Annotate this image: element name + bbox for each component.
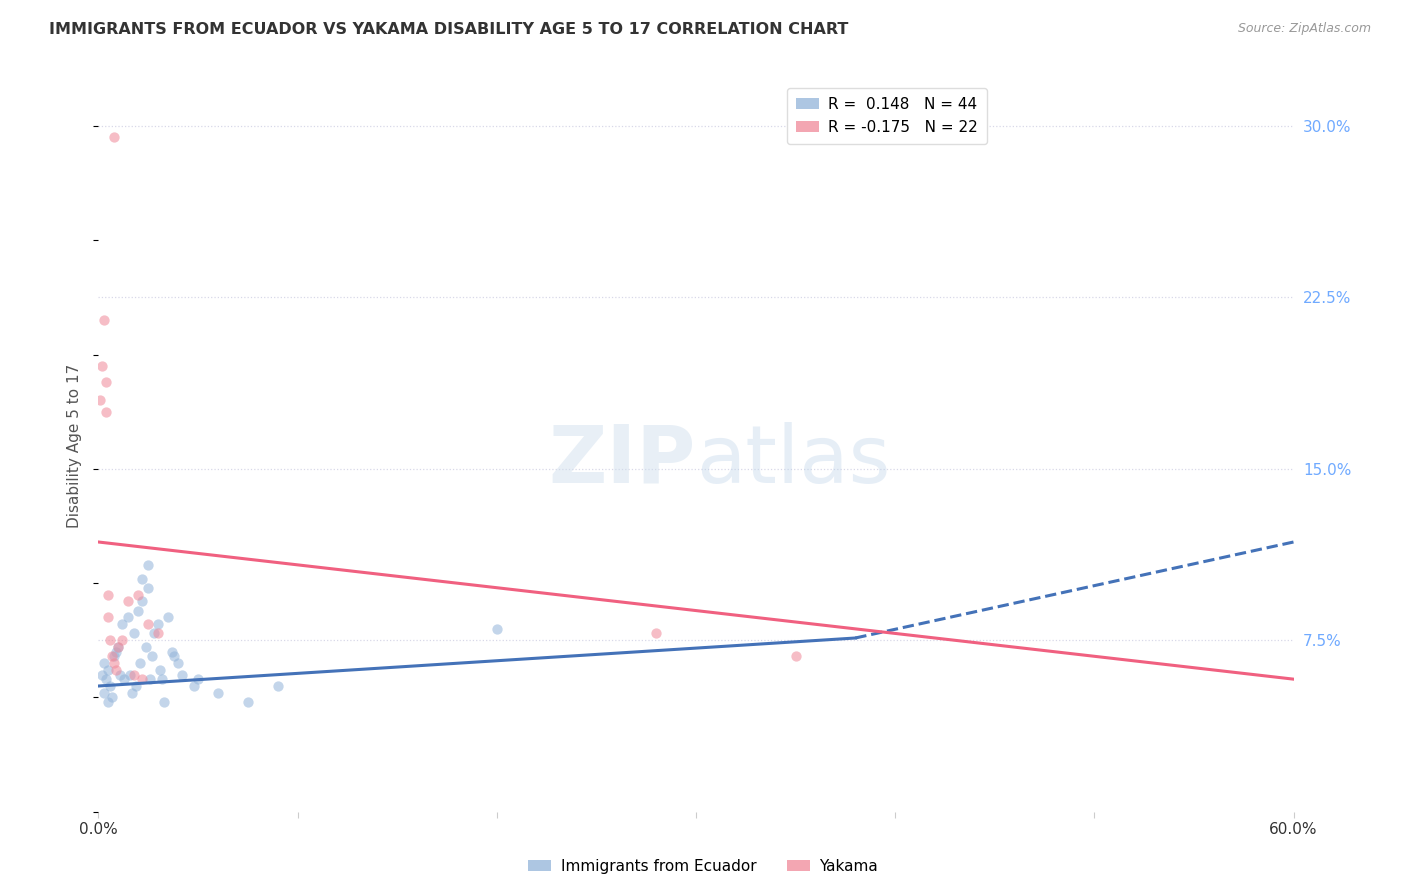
Point <box>148 617 170 632</box>
Point <box>111 633 134 648</box>
Point <box>101 649 124 664</box>
Point <box>107 640 129 655</box>
Text: ZIP: ZIP <box>548 422 696 500</box>
Point <box>131 672 153 686</box>
Point <box>135 640 157 655</box>
Y-axis label: Disability Age 5 to 17: Disability Age 5 to 17 <box>67 364 83 528</box>
Point <box>149 663 172 677</box>
Point <box>105 663 128 677</box>
Point <box>127 604 149 618</box>
Point <box>785 649 807 664</box>
Point <box>112 672 135 686</box>
Point <box>97 610 120 624</box>
Legend: Immigrants from Ecuador, Yakama: Immigrants from Ecuador, Yakama <box>523 853 883 880</box>
Point <box>96 375 118 389</box>
Point <box>96 672 118 686</box>
Point <box>136 581 159 595</box>
Point <box>143 626 166 640</box>
Text: Source: ZipAtlas.com: Source: ZipAtlas.com <box>1237 22 1371 36</box>
Point <box>110 667 132 681</box>
Point <box>236 695 259 709</box>
Point <box>153 695 176 709</box>
Point <box>98 679 122 693</box>
Point <box>121 686 143 700</box>
Point <box>129 656 152 670</box>
Point <box>91 359 114 373</box>
Text: IMMIGRANTS FROM ECUADOR VS YAKAMA DISABILITY AGE 5 TO 17 CORRELATION CHART: IMMIGRANTS FROM ECUADOR VS YAKAMA DISABI… <box>49 22 849 37</box>
Point <box>117 610 139 624</box>
Point <box>136 617 159 632</box>
Point <box>117 594 139 608</box>
Point <box>120 667 142 681</box>
Point <box>160 645 183 659</box>
Point <box>485 622 508 636</box>
Point <box>157 610 180 624</box>
Point <box>103 130 125 145</box>
Point <box>141 649 163 664</box>
Point <box>97 695 120 709</box>
Point <box>91 667 114 681</box>
Point <box>167 656 190 670</box>
Point <box>207 686 229 700</box>
Point <box>97 588 120 602</box>
Point <box>131 594 153 608</box>
Point <box>127 588 149 602</box>
Point <box>150 672 173 686</box>
Point <box>172 667 194 681</box>
Point <box>139 672 162 686</box>
Point <box>101 690 124 705</box>
Point <box>107 640 129 655</box>
Point <box>183 679 205 693</box>
Point <box>105 645 128 659</box>
Legend: R =  0.148   N = 44, R = -0.175   N = 22: R = 0.148 N = 44, R = -0.175 N = 22 <box>787 88 987 144</box>
Point <box>267 679 290 693</box>
Point <box>98 633 122 648</box>
Point <box>111 617 134 632</box>
Point <box>125 679 148 693</box>
Point <box>163 649 186 664</box>
Point <box>148 626 170 640</box>
Point <box>89 393 111 408</box>
Point <box>93 313 115 327</box>
Point <box>97 663 120 677</box>
Point <box>131 572 153 586</box>
Point <box>103 656 125 670</box>
Point <box>645 626 668 640</box>
Point <box>93 656 115 670</box>
Point <box>136 558 159 572</box>
Point <box>93 686 115 700</box>
Point <box>124 667 146 681</box>
Point <box>103 649 125 664</box>
Point <box>187 672 209 686</box>
Point <box>96 405 118 419</box>
Point <box>124 626 146 640</box>
Text: atlas: atlas <box>696 422 890 500</box>
